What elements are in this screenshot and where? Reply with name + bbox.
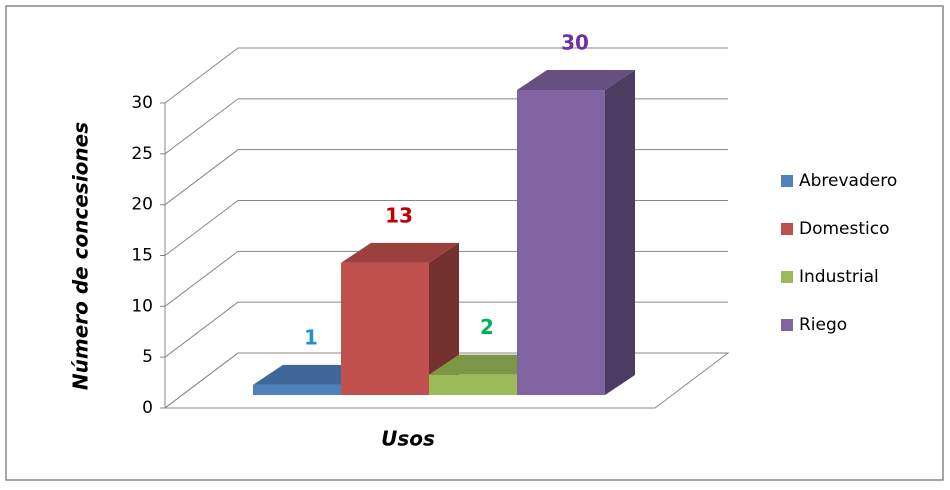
x-axis-label: Usos — [381, 427, 435, 451]
legend-swatch — [781, 271, 793, 283]
bar — [517, 90, 605, 396]
legend-swatch — [781, 175, 793, 187]
y-tick-label: 10 — [131, 296, 153, 316]
legend-label: Abrevadero — [799, 171, 897, 191]
legend-swatch — [781, 223, 793, 235]
data-label: 2 — [480, 315, 494, 339]
y-tick-label: 15 — [131, 246, 153, 266]
y-tick-label: 5 — [142, 347, 153, 367]
bar — [429, 374, 517, 396]
bar-side — [605, 70, 635, 396]
data-label: 1 — [304, 325, 318, 349]
bar-top — [341, 242, 459, 263]
bar-side — [429, 242, 459, 396]
legend-swatch — [781, 319, 793, 331]
y-tick-label: 0 — [142, 398, 153, 418]
bar-top — [517, 70, 635, 91]
bar — [341, 262, 429, 396]
data-label: 30 — [561, 31, 589, 55]
bar — [253, 384, 341, 396]
chart-border — [5, 5, 944, 481]
y-tick-label: 25 — [131, 144, 153, 164]
y-axis-label: Número de concesiones — [69, 122, 93, 390]
grid-line — [164, 47, 728, 104]
legend-label: Industrial — [799, 267, 879, 287]
legend-label: Riego — [799, 315, 847, 335]
y-tick-label: 20 — [131, 195, 153, 215]
y-tick-label: 30 — [131, 93, 153, 113]
legend-label: Domestico — [799, 219, 890, 239]
data-label: 13 — [385, 203, 413, 227]
